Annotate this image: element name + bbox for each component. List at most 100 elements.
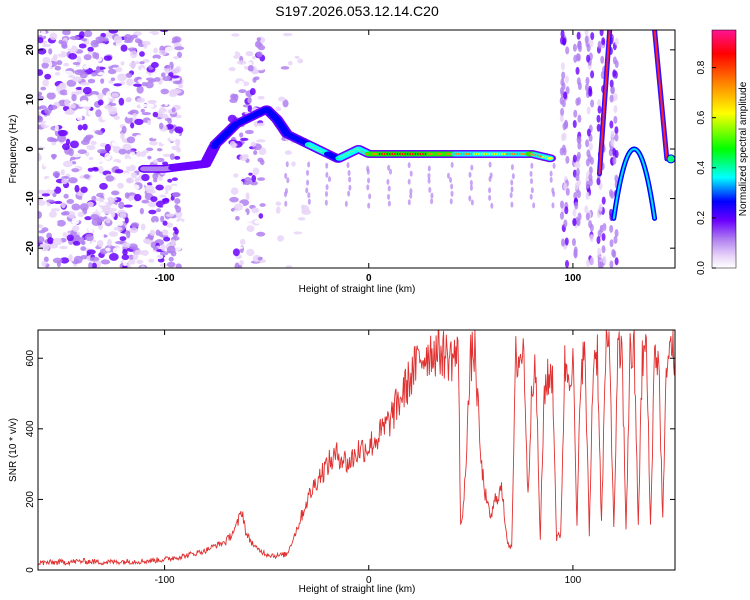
- spectrogram-noise-blob: [74, 249, 82, 255]
- spectrogram-noise-blob: [232, 231, 242, 239]
- spectrogram-noise-blob: [171, 88, 182, 94]
- spectrogram-noise-blob: [38, 37, 44, 44]
- spectrogram-streak-blob: [571, 238, 576, 247]
- spectrogram-streak-blob: [488, 194, 492, 201]
- spectrogram-noise-blob: [239, 238, 246, 245]
- spectrogram-noise-blob: [139, 151, 147, 157]
- spectrogram-noise-blob: [248, 172, 253, 176]
- spectrogram-streak-blob: [563, 219, 568, 228]
- spectrogram-streak-blob: [565, 155, 570, 164]
- spectrogram-noise-blob: [96, 208, 103, 213]
- spectrogram-streak-blob: [610, 86, 615, 95]
- spectrogram-streak-blob: [585, 212, 590, 221]
- snr-background: [38, 330, 675, 570]
- spectrogram-noise-blob: [98, 165, 104, 174]
- spectrogram-streak-blob: [348, 176, 352, 183]
- spectrogram-noise-blob: [149, 229, 156, 236]
- spectrogram-noise-blob: [275, 106, 282, 112]
- spectrogram-noise-blob: [146, 119, 152, 126]
- spectrogram-noise-blob: [103, 190, 109, 199]
- spectrogram-streak-blob: [307, 161, 311, 168]
- spectrogram-streak-blob: [577, 114, 582, 123]
- spectrogram-noise-blob: [174, 204, 179, 210]
- spectrogram-noise-blob: [129, 151, 136, 158]
- spectrogram-streak-blob: [614, 60, 619, 69]
- spectrogram-streak-blob: [347, 170, 351, 177]
- spectrogram-noise-blob: [245, 51, 254, 57]
- spectrogram-noise-blob: [125, 177, 135, 184]
- spectrogram-streak-blob: [572, 208, 577, 217]
- spectrogram-streak-blob: [602, 255, 607, 264]
- spectrogram-noise-blob: [38, 69, 44, 76]
- colorbar-tick-label: 0.8: [696, 60, 707, 74]
- spectrogram-noise-blob: [171, 177, 178, 182]
- colorbar-label: Normalized spectral amplitude: [738, 81, 749, 216]
- spectrogram-noise-blob: [123, 204, 133, 208]
- spectrogram-noise-blob: [140, 223, 146, 231]
- spectrogram-noise-blob: [167, 118, 172, 125]
- spectrogram-noise-blob: [154, 101, 164, 106]
- spectrogram-noise-blob: [116, 220, 124, 226]
- colorbar-tick-label: 0.6: [696, 110, 707, 124]
- spectrogram-noise-blob: [288, 60, 293, 66]
- spectrogram-noise-blob: [123, 34, 133, 42]
- spectrogram-noise-blob: [231, 166, 239, 171]
- spectrogram-noise-blob: [104, 143, 111, 152]
- spectrogram-noise-blob: [281, 37, 289, 41]
- spectrogram-noise-blob: [256, 139, 266, 143]
- spectrogram-noise-blob: [62, 232, 68, 238]
- spectrogram-noise-blob: [81, 196, 88, 201]
- spectrogram-noise-blob: [132, 253, 139, 261]
- spectrogram-noise-blob: [39, 243, 49, 247]
- spectrogram-noise-blob: [56, 60, 63, 66]
- spectrogram-noise-blob: [125, 97, 133, 103]
- spectrogram-noise-blob: [142, 234, 148, 238]
- spectrogram-noise-blob: [153, 221, 158, 228]
- spectrogram-noise-blob: [56, 85, 62, 92]
- spectrogram-noise-blob: [99, 182, 108, 190]
- spectrogram-noise-blob: [71, 203, 81, 211]
- spectrogram-streak-blob: [407, 178, 411, 185]
- spectrogram-noise-blob: [158, 49, 167, 56]
- spectrogram-streak-blob: [409, 192, 413, 199]
- spectrogram-noise-blob: [172, 226, 178, 232]
- spectrogram-streak-blob: [559, 200, 564, 209]
- spectrogram-streak-blob: [584, 30, 589, 37]
- spectrogram-noise-blob: [48, 184, 56, 191]
- spectrogram-noise-blob: [256, 87, 265, 96]
- spectrogram-noise-blob: [301, 209, 312, 215]
- spectrogram-noise-blob: [136, 104, 141, 109]
- spectrogram-noise-blob: [95, 197, 105, 202]
- spectrogram-streak-blob: [585, 191, 590, 200]
- spectrogram-noise-blob: [139, 51, 145, 57]
- spectrogram-streak-blob: [470, 164, 474, 171]
- spectrogram-noise-blob: [62, 143, 70, 151]
- spectrogram-streak-blob: [510, 201, 514, 208]
- spectrogram-streak-blob: [614, 126, 619, 135]
- spectrogram-noise-blob: [256, 231, 266, 237]
- spectrogram-streak-blob: [597, 260, 602, 268]
- spectrogram-noise-blob: [78, 228, 88, 234]
- spectrogram-noise-blob: [61, 40, 68, 48]
- spectrogram-noise-blob: [233, 180, 244, 187]
- spectrogram-noise-blob: [61, 211, 67, 216]
- spectrogram-noise-blob: [92, 51, 97, 59]
- spectrogram-noise-blob: [150, 215, 159, 224]
- spectrogram-noise-blob: [239, 132, 244, 138]
- spectrogram-noise-blob: [80, 139, 90, 146]
- spectrogram-noise-blob: [103, 55, 112, 61]
- spectrogram-noise-blob: [38, 138, 43, 143]
- spectrogram-noise-blob: [110, 261, 117, 268]
- spectrogram-streak-blob: [608, 148, 613, 157]
- spectrogram-streak-blob: [576, 77, 581, 86]
- spectrogram-noise-blob: [283, 223, 292, 232]
- spectrogram-noise-blob: [158, 122, 164, 130]
- spectrogram-noise-blob: [133, 193, 142, 202]
- spectrogram-noise-blob: [162, 203, 170, 208]
- colorbar: 0.0 0.2 0.4 0.6 0.8 Normalized spectral ampl…: [696, 29, 749, 275]
- spectrogram-noise-blob: [171, 192, 181, 198]
- spectrogram-noise-blob: [71, 217, 80, 225]
- spectrogram-noise-blob: [160, 113, 169, 119]
- spectrogram-noise-blob: [43, 163, 53, 168]
- spectrogram-noise-blob: [165, 123, 174, 130]
